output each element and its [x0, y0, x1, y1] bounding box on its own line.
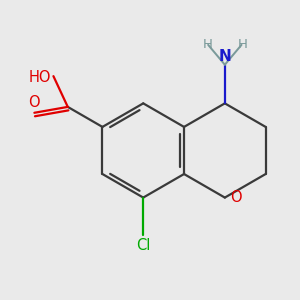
Text: H: H	[238, 38, 248, 51]
Text: H: H	[203, 38, 213, 51]
Text: O: O	[28, 95, 40, 110]
Text: N: N	[218, 49, 231, 64]
Text: HO: HO	[28, 70, 51, 85]
Text: O: O	[230, 190, 242, 205]
Text: Cl: Cl	[136, 238, 150, 253]
